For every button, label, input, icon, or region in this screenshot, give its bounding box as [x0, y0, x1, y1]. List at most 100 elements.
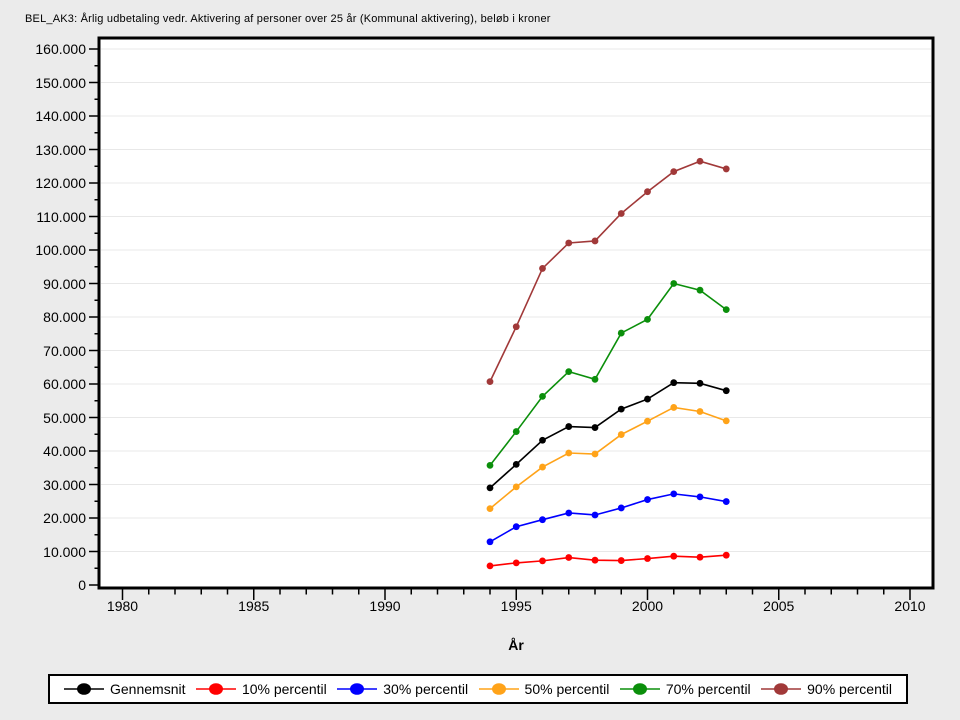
series-line-30-percentil	[489, 493, 727, 543]
legend-label: 50% percentil	[524, 681, 610, 697]
legend: Gennemsnit 10% percentil 30% percentil 50% …	[48, 674, 908, 704]
data-point	[565, 554, 573, 561]
data-point	[591, 237, 599, 245]
data-point	[512, 559, 520, 567]
x-tick-label: 1990	[369, 598, 401, 614]
data-point	[565, 423, 573, 430]
data-point	[644, 395, 651, 403]
y-tick-label: 40.000	[43, 443, 86, 459]
data-point	[591, 450, 599, 458]
data-point	[644, 555, 651, 562]
data-point	[486, 484, 494, 492]
series-line-70-percentil	[489, 282, 727, 466]
series-line-90-percentil	[489, 160, 727, 382]
y-tick-label: 130.000	[35, 141, 86, 158]
data-point	[696, 286, 704, 294]
legend-label: 70% percentil	[665, 681, 751, 697]
data-point	[512, 428, 520, 435]
y-tick-label: 30.000	[43, 476, 86, 493]
data-point	[486, 462, 494, 469]
data-point	[722, 165, 730, 173]
data-point	[670, 280, 678, 287]
data-point	[722, 498, 730, 505]
legend-item-70-percentil: 70% percentil	[619, 681, 751, 697]
data-point	[644, 417, 651, 425]
legend-label: 10% percentil	[241, 681, 327, 697]
data-point	[670, 168, 678, 176]
data-point	[696, 493, 704, 501]
data-point	[512, 523, 520, 531]
data-point	[696, 157, 704, 165]
data-point	[617, 329, 625, 337]
x-tick-label: 1985	[238, 598, 270, 614]
y-tick-label: 120.000	[35, 175, 86, 191]
data-point	[539, 516, 546, 524]
data-point	[539, 463, 546, 471]
data-point	[722, 551, 730, 559]
data-point	[670, 404, 678, 411]
y-tick-label: 20.000	[43, 510, 86, 526]
data-point	[617, 405, 625, 413]
data-point	[486, 538, 494, 546]
legend-label: Gennemsnit	[110, 681, 186, 697]
y-tick-label: 90.000	[43, 275, 86, 292]
plot-frame	[97, 36, 935, 590]
legend-marker-icon	[478, 683, 519, 695]
data-point	[565, 239, 573, 247]
legend-marker-icon	[337, 683, 378, 695]
data-point	[486, 562, 494, 570]
x-tick-label: 2010	[894, 598, 926, 614]
data-point	[591, 424, 599, 431]
legend-item-50-percentil: 50% percentil	[478, 681, 610, 697]
data-point	[539, 392, 546, 400]
data-point	[696, 408, 704, 415]
legend-marker-icon	[195, 683, 236, 695]
data-point	[591, 511, 599, 519]
data-point	[539, 265, 546, 272]
x-tick-label: 1980	[106, 598, 139, 614]
data-point	[617, 431, 625, 438]
legend-label: 90% percentil	[807, 681, 892, 697]
data-point	[670, 490, 678, 498]
y-tick-label: 160.000	[35, 41, 86, 57]
data-point	[617, 557, 625, 564]
data-point	[644, 188, 651, 196]
data-point	[644, 496, 651, 503]
y-tick-label: 60.000	[43, 376, 86, 392]
data-point	[539, 436, 546, 444]
chart-title: BEL_AK3: Årlig udbetaling vedr. Aktiveri…	[25, 13, 551, 25]
data-point	[565, 509, 573, 517]
data-point	[565, 449, 573, 457]
legend-item-90-percentil: 90% percentil	[761, 681, 892, 697]
y-tick-label: 0	[78, 577, 86, 593]
legend-marker-icon	[761, 683, 802, 695]
data-point	[591, 375, 599, 383]
x-tick-label: 2005	[763, 598, 795, 614]
data-point	[512, 461, 520, 468]
y-tick-label: 150.000	[35, 74, 86, 91]
data-point	[512, 323, 520, 331]
legend-marker-icon	[619, 683, 660, 695]
data-point	[591, 556, 599, 564]
series-line-50-percentil	[489, 406, 727, 510]
legend-item-30-percentil: 30% percentil	[337, 681, 468, 697]
data-point	[486, 378, 494, 386]
x-tick-label: 1995	[500, 598, 532, 614]
data-point	[539, 557, 546, 565]
y-tick-label: 100.000	[35, 242, 86, 258]
data-point	[644, 315, 651, 323]
y-tick-label: 10.000	[43, 543, 86, 560]
data-point	[512, 483, 520, 491]
series-line-gennemsnit	[489, 381, 727, 489]
data-point	[565, 368, 573, 376]
y-tick-label: 110.000	[36, 208, 86, 225]
x-tick-label: 2000	[631, 598, 664, 614]
y-tick-label: 80.000	[43, 309, 86, 325]
data-point	[722, 387, 730, 395]
y-tick-label: 140.000	[35, 108, 86, 124]
legend-label: 30% percentil	[383, 681, 469, 697]
data-point	[670, 552, 678, 560]
data-point	[722, 306, 730, 314]
